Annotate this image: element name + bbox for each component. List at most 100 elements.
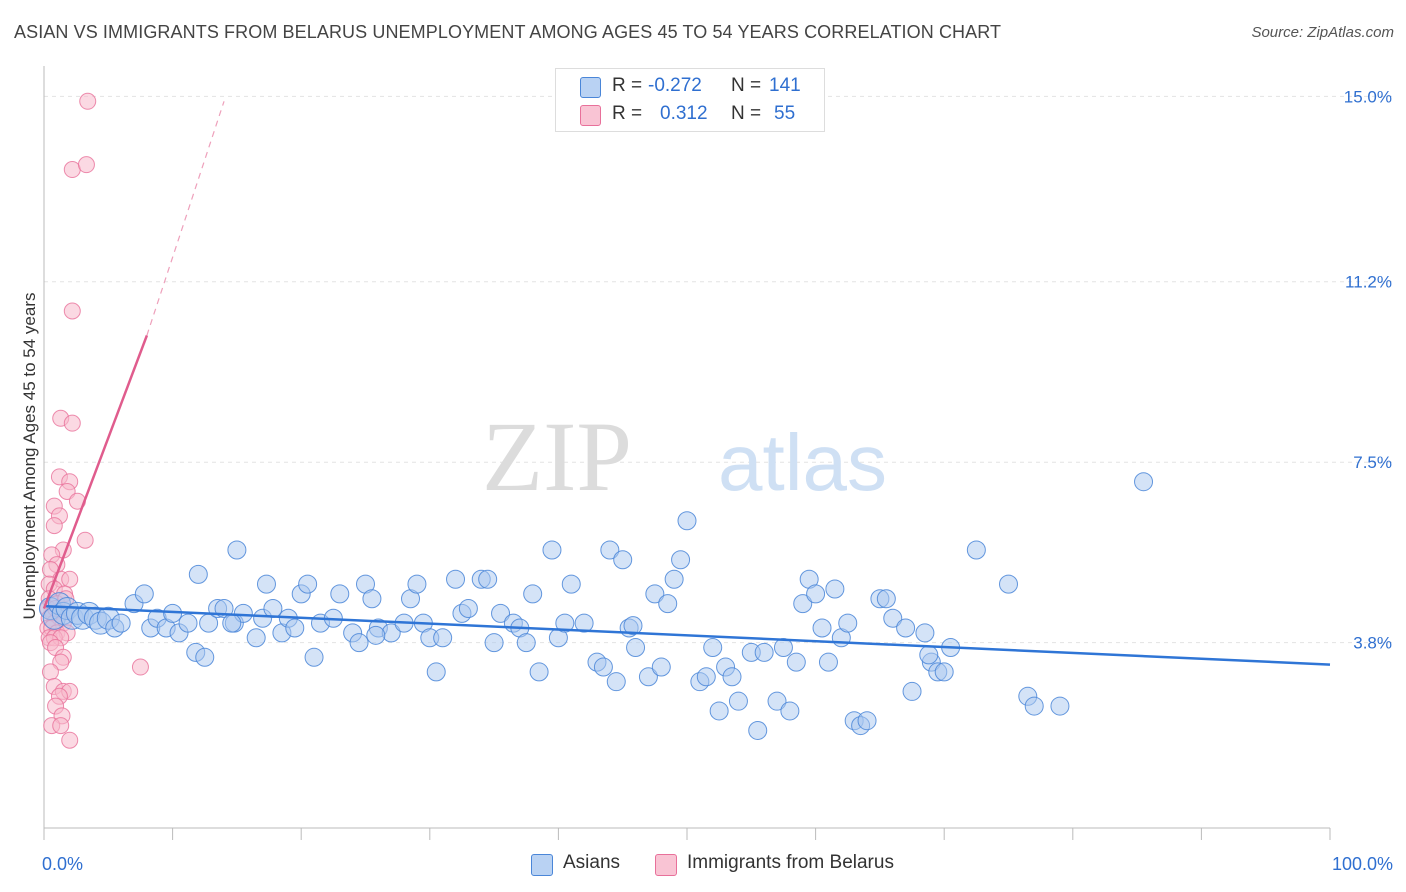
asians-point xyxy=(696,667,716,687)
asians-point xyxy=(523,584,543,604)
asians-point xyxy=(593,657,613,677)
asians-point xyxy=(934,662,954,682)
asians-point xyxy=(491,603,511,623)
asians-point xyxy=(606,672,626,692)
asians-trend-line xyxy=(43,604,1331,666)
asians-point xyxy=(728,691,748,711)
asians-point xyxy=(407,574,427,594)
asians-point xyxy=(134,584,154,604)
stats-n-value: 55 xyxy=(774,103,796,124)
asians-point xyxy=(722,667,742,687)
asians-point xyxy=(638,667,658,687)
trend-lines xyxy=(42,101,1331,666)
stats-n-label: N = xyxy=(731,75,762,96)
asians-point xyxy=(838,613,858,633)
asians-point xyxy=(623,616,643,636)
belarus-point xyxy=(58,482,76,500)
belarus-point xyxy=(52,653,70,671)
asians-point xyxy=(433,628,453,648)
belarus-point xyxy=(63,414,81,432)
asians-point xyxy=(626,638,646,658)
asians-point xyxy=(966,540,986,560)
belarus-point xyxy=(63,302,81,320)
asians-point xyxy=(574,613,594,633)
belarus-point xyxy=(45,517,63,535)
asians-point xyxy=(883,608,903,628)
legend-swatch-blue xyxy=(531,854,553,876)
y-tick-label: 15.0% xyxy=(1344,87,1392,106)
asians-point xyxy=(426,662,446,682)
stats-swatch-blue xyxy=(580,77,601,98)
belarus-trend-line xyxy=(42,334,149,609)
asians-point xyxy=(658,594,678,614)
asians-point xyxy=(786,652,806,672)
asians-point xyxy=(178,613,198,633)
asians-point xyxy=(806,584,826,604)
legend-label-belarus: Immigrants from Belarus xyxy=(687,852,894,873)
asians-point xyxy=(651,657,671,677)
asians-point xyxy=(896,618,916,638)
asians-point xyxy=(915,623,935,643)
asians-point xyxy=(919,645,939,665)
belarus-point xyxy=(131,658,149,676)
x-tick-label: 0.0% xyxy=(42,854,83,874)
asians-point xyxy=(195,647,215,667)
asians-point xyxy=(818,652,838,672)
asians-point xyxy=(285,618,305,638)
asians-point xyxy=(222,613,242,633)
asians-point xyxy=(188,564,208,584)
asians-point xyxy=(902,681,922,701)
asians-point xyxy=(484,633,504,653)
asians-point xyxy=(857,711,877,731)
asians-point xyxy=(111,613,131,633)
asians-point xyxy=(748,720,768,740)
legend: Asians Immigrants from Belarus xyxy=(0,852,1406,878)
y-tick-label: 11.2% xyxy=(1345,273,1392,292)
asians-point xyxy=(478,569,498,589)
stats-r-label: R = xyxy=(612,103,643,124)
asians-point xyxy=(677,511,697,531)
y-tick-label: 7.5% xyxy=(1353,453,1392,472)
watermark-atlas: atlas xyxy=(718,418,887,507)
asians-point xyxy=(709,701,729,721)
asians-point xyxy=(446,569,466,589)
asians-point xyxy=(246,628,266,648)
stats-r-value: 0.312 xyxy=(660,103,708,124)
belarus-point xyxy=(61,731,79,749)
source-label: Source: ZipAtlas.com xyxy=(1251,24,1394,41)
asians-point xyxy=(613,550,633,570)
belarus-point xyxy=(77,156,95,174)
tick-labels: 3.8% 7.5% 11.2% 15.0% 0.0% 100.0% xyxy=(42,87,1393,874)
watermark: ZIP atlas xyxy=(482,401,887,512)
asians-point xyxy=(664,569,684,589)
stats-row-asians: R = -0.272 N = 141 xyxy=(556,73,824,101)
asians-point xyxy=(780,701,800,721)
asians-point xyxy=(812,618,832,638)
asians-point xyxy=(754,642,774,662)
asians-point xyxy=(263,599,283,619)
asians-point xyxy=(529,662,549,682)
asians-point xyxy=(1134,472,1154,492)
asians-point xyxy=(516,633,536,653)
asians-point xyxy=(703,638,723,658)
series-asians-points xyxy=(38,472,1154,740)
stats-box: R = -0.272 N = 141 R = 0.312 N = 55 xyxy=(555,68,825,132)
y-tick-label: 3.8% xyxy=(1353,634,1392,653)
x-tick-label: 100.0% xyxy=(1332,854,1393,874)
stats-n-value: 141 xyxy=(769,75,801,96)
chart-title: ASIAN VS IMMIGRANTS FROM BELARUS UNEMPLO… xyxy=(14,22,1002,42)
asians-point xyxy=(362,589,382,609)
asians-point xyxy=(671,550,691,570)
asians-point xyxy=(330,584,350,604)
asians-point xyxy=(1024,696,1044,716)
stats-r-label: R = xyxy=(612,75,643,96)
asians-point xyxy=(1050,696,1070,716)
legend-label-asians: Asians xyxy=(563,852,621,873)
asians-point xyxy=(645,584,665,604)
asians-point xyxy=(767,691,787,711)
stats-r-value: -0.272 xyxy=(648,75,702,96)
stats-swatch-pink xyxy=(580,105,601,126)
axes xyxy=(43,66,1331,840)
asians-point xyxy=(825,579,845,599)
